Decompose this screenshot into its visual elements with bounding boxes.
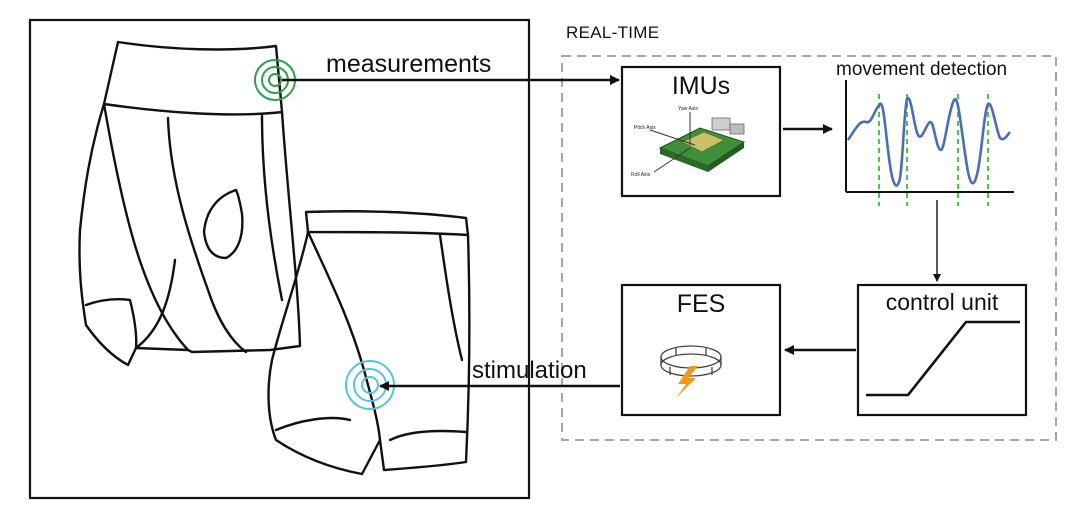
shorts-back-drawing bbox=[267, 210, 471, 476]
imus-label: IMUs bbox=[671, 72, 731, 100]
control-unit-box bbox=[856, 283, 1028, 417]
imus-box bbox=[620, 65, 782, 198]
shorts-front-drawing bbox=[78, 40, 302, 367]
ramp-function-graph bbox=[866, 320, 1020, 397]
realtime-region bbox=[561, 55, 1057, 441]
movement-detection-plot bbox=[845, 80, 1014, 206]
roll-axis-label: Roll Axis bbox=[631, 172, 651, 178]
fes-label: FES bbox=[676, 290, 726, 318]
yaw-axis-label: Yaw Axis bbox=[678, 106, 698, 112]
movement-detection-label: movement detection bbox=[836, 59, 1008, 80]
control-unit-label: control unit bbox=[885, 289, 999, 315]
realtime-label: REAL-TIME bbox=[566, 23, 660, 42]
stimulation-label: stimulation bbox=[472, 357, 587, 384]
pitch-axis-label: Pitch Axis bbox=[634, 125, 656, 131]
event-markers bbox=[878, 94, 989, 206]
measurements-label: measurements bbox=[326, 50, 492, 78]
garment-frame bbox=[28, 18, 531, 500]
lightning-bolt-icon bbox=[676, 366, 698, 398]
imu-board-icon: Yaw Axis Pitch Axis Roll Axis bbox=[631, 106, 746, 178]
signal-line bbox=[846, 96, 1011, 187]
fes-box bbox=[620, 283, 782, 417]
